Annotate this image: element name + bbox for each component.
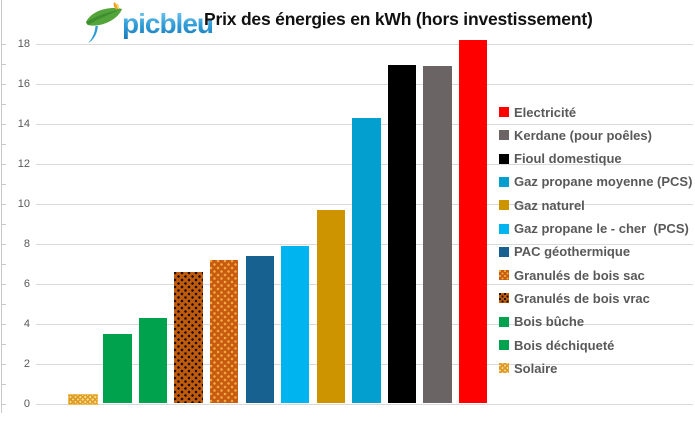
legend-swatch-icon [499, 176, 509, 187]
y-axis-tick [1, 44, 6, 46]
legend-item: Solaire [499, 361, 557, 375]
legend-item: Gaz propane moyenne (PCS) [499, 175, 692, 189]
legend-label: PAC géothermique [514, 244, 631, 260]
legend-label: Bois déchiqueté [514, 337, 615, 353]
legend-label: Electricité [514, 104, 577, 120]
y-axis-tick [1, 283, 6, 285]
legend-item: Granulés de bois sac [499, 268, 645, 282]
gridline [36, 84, 693, 86]
y-axis-label: 10 [17, 198, 30, 210]
y-axis-tick [1, 363, 6, 365]
y-axis-line [1, 0, 2, 413]
bar-gaz-propane-moyenne-pcs [352, 118, 381, 404]
y-axis-tick [1, 104, 6, 106]
y-axis-tick [1, 323, 6, 325]
legend-label: Solaire [514, 360, 558, 376]
y-axis-tick [1, 263, 6, 265]
y-axis-tick [1, 243, 6, 245]
legend-item: Gaz propane le - cher (PCS) [499, 222, 689, 236]
bar-gaz-naturel [316, 209, 346, 404]
legend-label: Fioul domestique [514, 151, 622, 167]
y-axis-tick [1, 223, 6, 225]
legend-label: Granulés de bois vrac [514, 290, 650, 306]
y-axis-label: 12 [17, 158, 30, 171]
bar-electricit [458, 40, 488, 404]
legend-item: Granulés de bois vrac [499, 291, 650, 305]
y-axis-tick [1, 64, 6, 66]
legend-item: Fioul domestique [499, 152, 622, 166]
legend-item: PAC géothermique [499, 245, 630, 259]
y-axis-label: 18 [17, 38, 30, 51]
leaf-icon [86, 2, 122, 43]
y-axis-label: 14 [17, 118, 30, 131]
y-axis-tick [1, 84, 6, 86]
legend-swatch-icon [499, 316, 509, 327]
y-axis-label: 8 [23, 237, 30, 250]
legend-swatch-icon [499, 153, 509, 164]
y-axis-label: 4 [23, 317, 30, 330]
y-axis-label: 0 [23, 397, 30, 410]
legend-swatch-icon [499, 130, 509, 141]
legend-swatch-icon [499, 363, 509, 374]
chart-title: Prix des énergies en kWh (hors investiss… [204, 9, 593, 29]
bar-pac-g-othermique [245, 255, 274, 404]
legend-swatch-icon [499, 223, 509, 234]
bar-fioul-domestique [387, 65, 417, 404]
legend-swatch-icon [499, 200, 509, 211]
legend-label: Gaz propane moyenne (PCS) [514, 174, 693, 190]
bar-solaire [67, 393, 99, 406]
legend-swatch-icon [499, 293, 509, 304]
bar-granul-s-de-bois-sac [210, 259, 239, 404]
picbleu-logo[interactable]: picbleu [84, 2, 214, 43]
bar-bois-b-che [138, 317, 168, 404]
y-axis-tick [1, 303, 6, 305]
logo-text: picbleu [122, 8, 214, 39]
legend-swatch-icon [499, 107, 509, 117]
legend-item: Gaz naturel [499, 198, 585, 212]
y-axis-tick [1, 403, 6, 405]
y-axis-tick [1, 164, 6, 166]
legend-item: Kerdane (pour poêles) [499, 128, 652, 142]
legend-item: Electricité [499, 105, 576, 119]
y-axis-tick [1, 144, 6, 146]
y-axis-tick [1, 343, 6, 345]
y-axis-label: 2 [23, 357, 30, 370]
legend-label: Gaz naturel [514, 197, 585, 213]
gridline [36, 44, 693, 46]
legend-swatch-icon [499, 246, 509, 257]
legend-item: Bois déchiqueté [499, 338, 614, 352]
legend-label: Gaz propane le - cher (PCS) [514, 221, 689, 236]
bar-kerdane-pour-po-les [423, 66, 452, 404]
legend-label: Kerdane (pour poêles) [514, 127, 652, 143]
legend-swatch-icon [499, 340, 509, 350]
gridline [36, 403, 693, 405]
bar-gaz-propane-le-cher-pcs [281, 245, 310, 404]
y-axis-tick [1, 184, 6, 186]
legend-label: Granulés de bois sac [514, 267, 645, 283]
legend-swatch-icon [499, 270, 509, 281]
y-axis-tick [1, 204, 6, 205]
y-axis-label: 16 [17, 78, 30, 91]
bar-granul-s-de-bois-vrac [174, 271, 203, 404]
y-axis-label: 6 [23, 277, 30, 290]
bar-bois-d-chiquet [103, 333, 132, 404]
legend-item: Bois bûche [499, 315, 584, 329]
legend-label: Bois bûche [514, 314, 585, 330]
y-axis-tick [1, 124, 6, 126]
y-axis-tick [1, 383, 6, 385]
